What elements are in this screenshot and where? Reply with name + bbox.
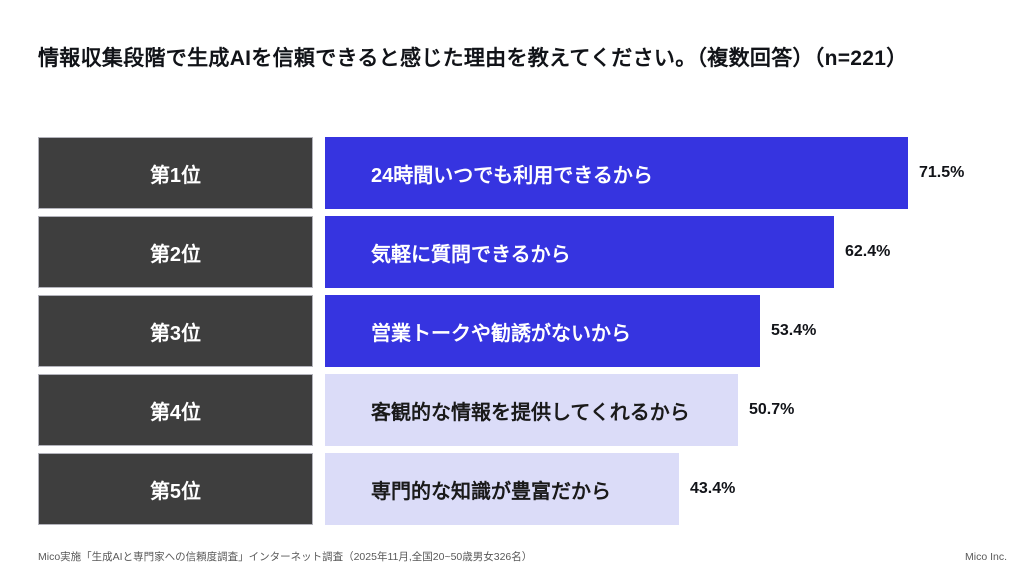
rank-badge: 第4位 [38, 374, 313, 446]
bar-label: 営業トークや勧誘がないから [371, 322, 631, 345]
bar-label: 気軽に質問できるから [371, 243, 571, 266]
company-credit: Mico Inc. [964, 551, 1007, 563]
bar-label: 24時間いつでも利用できるから [371, 164, 653, 187]
source-note: Mico実施「生成AIと専門家への信頼度調査」インターネット調査（2025年11… [38, 551, 533, 563]
bar-label: 専門的な知識が豊富だから [371, 480, 611, 503]
bar: 24時間いつでも利用できるから [325, 137, 908, 209]
value-label: 53.4% [771, 322, 817, 339]
bar-track: 専門的な知識が豊富だから 43.4% [325, 453, 1024, 525]
value-label: 50.7% [749, 401, 795, 418]
chart-row: 第5位 専門的な知識が豊富だから 43.4% [38, 453, 1024, 525]
bar-label: 客観的な情報を提供してくれるから [371, 401, 690, 424]
footer: Mico実施「生成AIと専門家への信頼度調査」インターネット調査（2025年11… [38, 549, 1007, 564]
rank-badge: 第3位 [38, 295, 313, 367]
ranked-bar-chart: 第1位 24時間いつでも利用できるから 71.5% 第2位 気軽に質問できるから… [38, 137, 1024, 525]
bar: 客観的な情報を提供してくれるから [325, 374, 738, 446]
rank-badge: 第2位 [38, 216, 313, 288]
value-label: 71.5% [919, 164, 965, 181]
bar-track: 気軽に質問できるから 62.4% [325, 216, 1024, 288]
chart-row: 第3位 営業トークや勧誘がないから 53.4% [38, 295, 1024, 367]
value-label: 62.4% [845, 243, 891, 260]
bar: 営業トークや勧誘がないから [325, 295, 760, 367]
chart-row: 第1位 24時間いつでも利用できるから 71.5% [38, 137, 1024, 209]
chart-title: 情報収集段階で生成AIを信頼できると感じた理由を教えてください。（複数回答）（n… [38, 47, 908, 70]
rank-badge: 第1位 [38, 137, 313, 209]
chart-row: 第2位 気軽に質問できるから 62.4% [38, 216, 1024, 288]
bar-track: 客観的な情報を提供してくれるから 50.7% [325, 374, 1024, 446]
bar: 専門的な知識が豊富だから [325, 453, 679, 525]
bar-track: 営業トークや勧誘がないから 53.4% [325, 295, 1024, 367]
rank-badge: 第5位 [38, 453, 313, 525]
bar: 気軽に質問できるから [325, 216, 834, 288]
chart-row: 第4位 客観的な情報を提供してくれるから 50.7% [38, 374, 1024, 446]
value-label: 43.4% [690, 480, 736, 497]
bar-track: 24時間いつでも利用できるから 71.5% [325, 137, 1024, 209]
